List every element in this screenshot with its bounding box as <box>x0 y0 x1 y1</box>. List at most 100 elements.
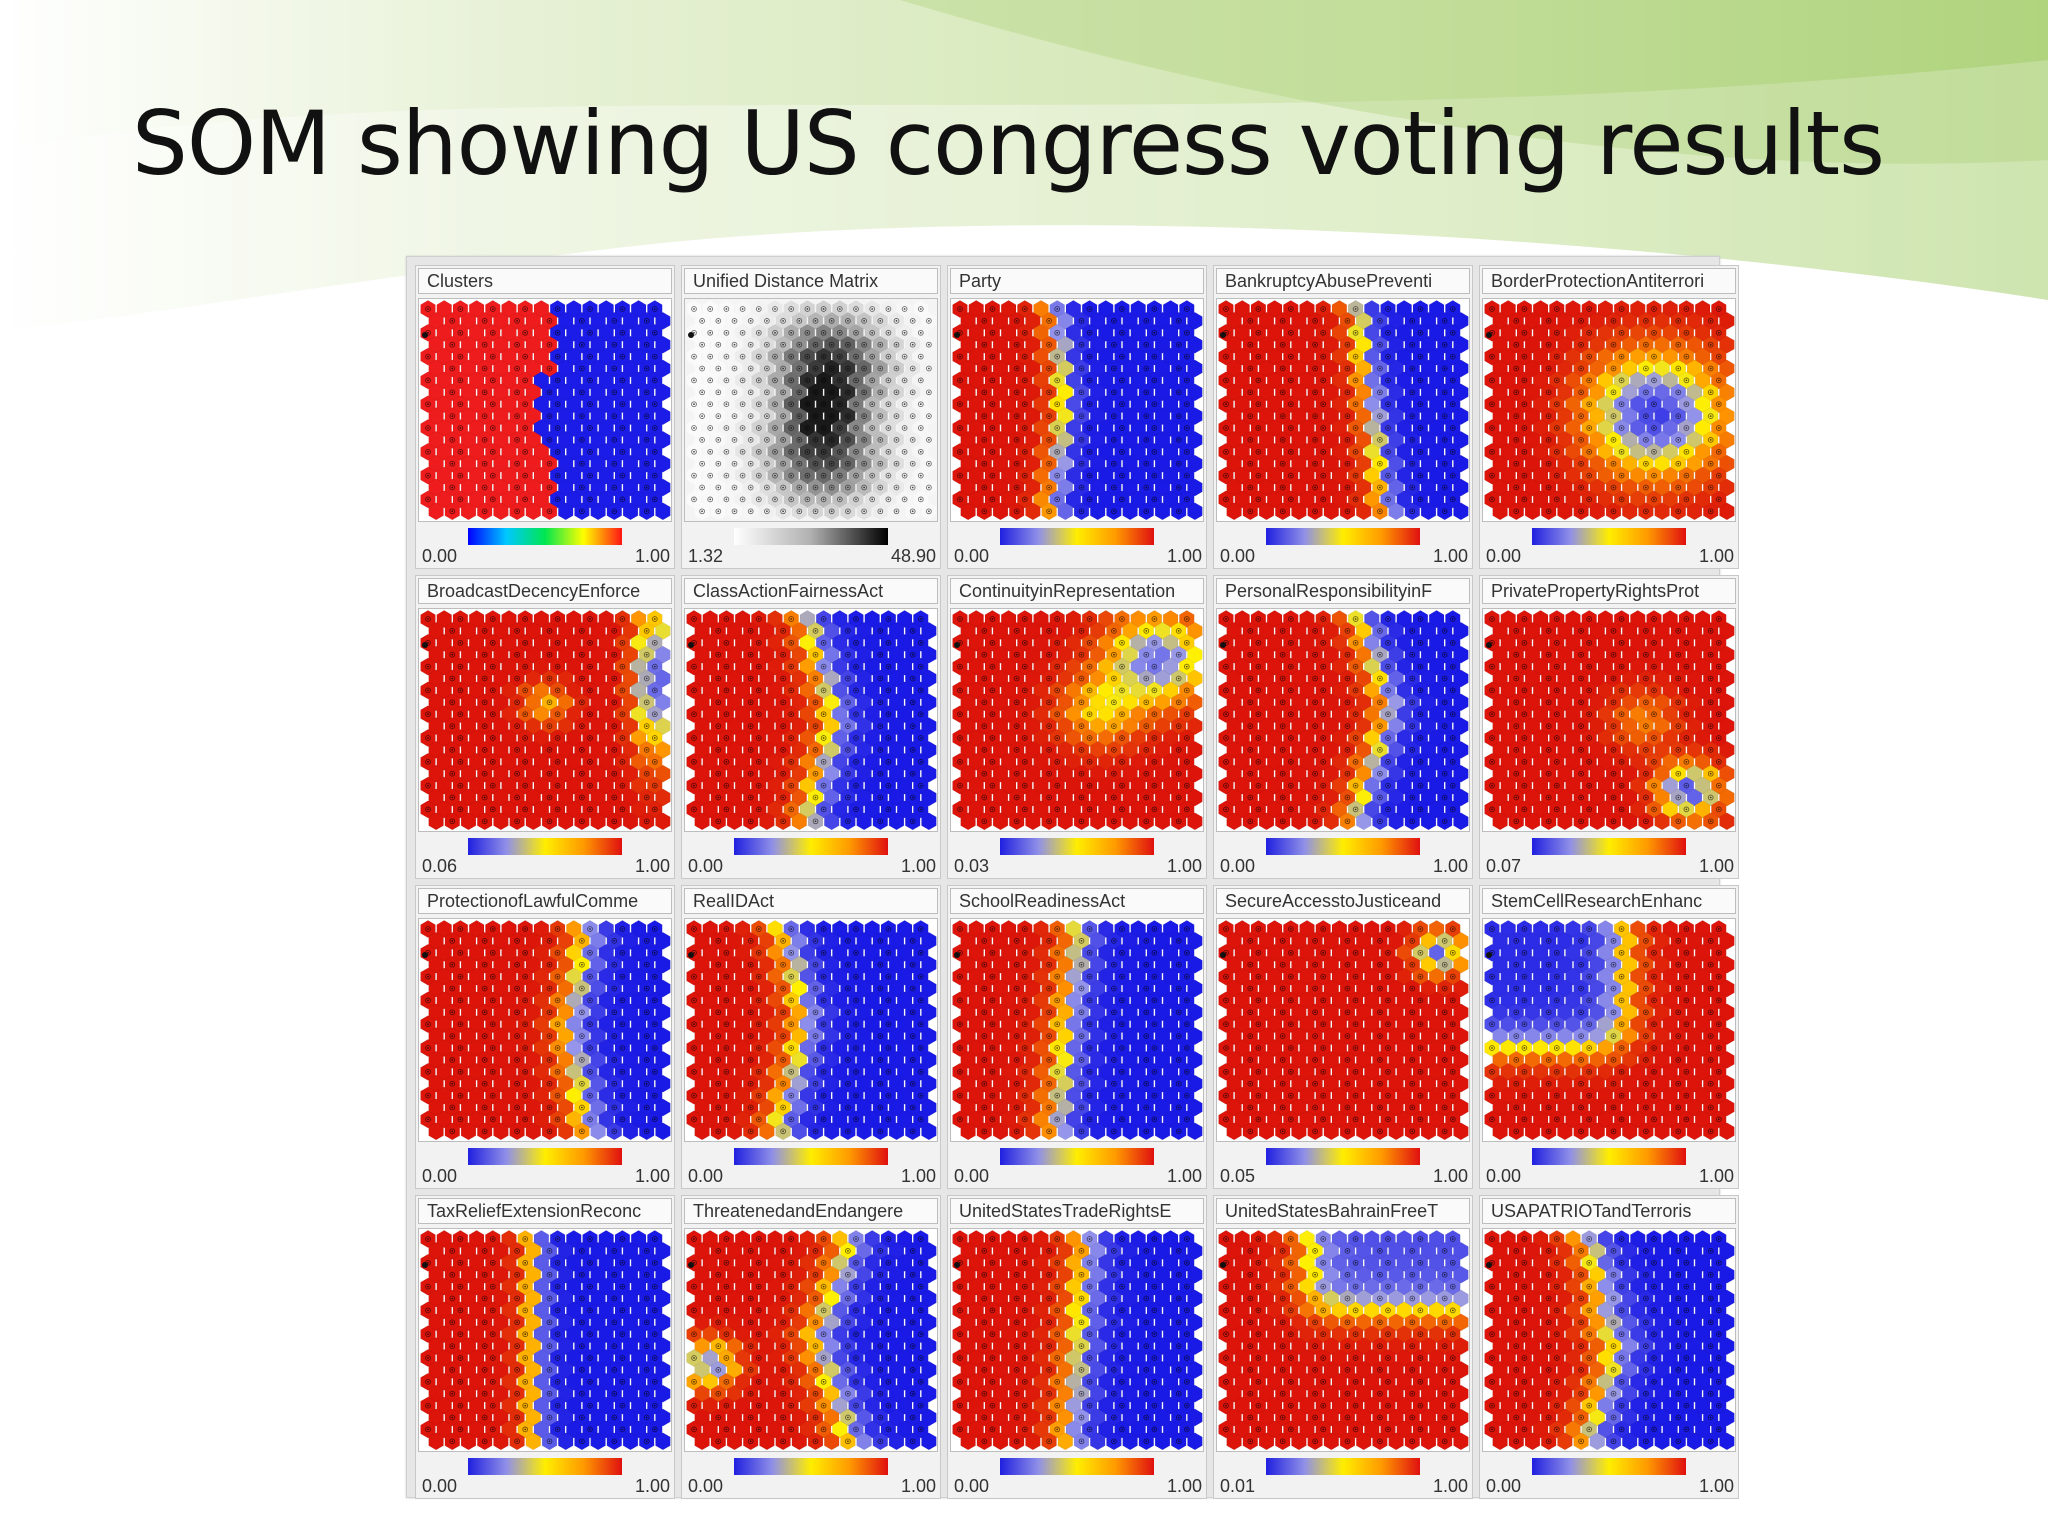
som-component-planes-figure: Clusters 0.00 1.00 Unified Distance Matrix 1… <box>406 256 1739 1499</box>
colorbar <box>1000 1458 1154 1475</box>
som-panel-title: BroadcastDecencyEnforce <box>418 578 672 604</box>
som-hex-map <box>418 1228 672 1452</box>
colorbar <box>1532 528 1686 545</box>
som-panel-title: PersonalResponsibilityinF <box>1216 578 1470 604</box>
colorbar-min-label: 0.05 <box>1220 1166 1256 1186</box>
som-panel-15: StemCellResearchEnhanc 0.00 1.00 <box>1479 885 1739 1189</box>
colorbar-min-label: 0.00 <box>688 1476 724 1496</box>
colorbar <box>734 838 888 855</box>
colorbar-max-label: 1.00 <box>1432 546 1468 566</box>
colorbar <box>1532 1458 1686 1475</box>
colorbar-max-label: 1.00 <box>634 1166 670 1186</box>
som-panel-10: PrivatePropertyRightsProt 0.07 1.00 <box>1479 575 1739 879</box>
som-hex-map <box>1216 608 1470 832</box>
som-panel-title: PrivatePropertyRightsProt <box>1482 578 1736 604</box>
som-hex-map <box>1216 918 1470 1142</box>
colorbar-max-label: 1.00 <box>900 1476 936 1496</box>
som-hex-map <box>950 608 1204 832</box>
som-hex-map <box>418 918 672 1142</box>
colorbar-min-label: 0.00 <box>1220 546 1256 566</box>
som-hex-map <box>1482 608 1736 832</box>
som-hex-map <box>684 608 938 832</box>
som-hex-map <box>950 918 1204 1142</box>
colorbar-max-label: 1.00 <box>900 1166 936 1186</box>
colorbar-min-label: 0.01 <box>1220 1476 1256 1496</box>
colorbar-max-label: 1.00 <box>634 546 670 566</box>
som-panel-3: Party 0.00 1.00 <box>947 265 1207 569</box>
colorbar-max-label: 1.00 <box>1698 856 1734 876</box>
colorbar <box>468 1148 622 1165</box>
colorbar-min-label: 0.00 <box>1486 1476 1522 1496</box>
som-hex-map <box>684 1228 938 1452</box>
som-hex-map <box>684 918 938 1142</box>
som-panel-title: BankruptcyAbusePreventi <box>1216 268 1470 294</box>
colorbar-max-label: 1.00 <box>1432 1166 1468 1186</box>
colorbar-min-label: 0.00 <box>688 1166 724 1186</box>
colorbar-max-label: 1.00 <box>1698 546 1734 566</box>
colorbar-min-label: 0.03 <box>954 856 990 876</box>
som-panel-title: RealIDAct <box>684 888 938 914</box>
som-panel-4: BankruptcyAbusePreventi 0.00 1.00 <box>1213 265 1473 569</box>
som-hex-map <box>1482 298 1736 522</box>
som-panel-title: TaxReliefExtensionReconc <box>418 1198 672 1224</box>
colorbar-max-label: 1.00 <box>1698 1166 1734 1186</box>
colorbar-min-label: 0.00 <box>1486 546 1522 566</box>
som-panel-title: Party <box>950 268 1204 294</box>
som-hex-map <box>1482 1228 1736 1452</box>
som-panel-12: RealIDAct 0.00 1.00 <box>681 885 941 1189</box>
colorbar-max-label: 1.00 <box>1698 1476 1734 1496</box>
colorbar-max-label: 1.00 <box>1432 856 1468 876</box>
som-panel-title: StemCellResearchEnhanc <box>1482 888 1736 914</box>
colorbar-max-label: 1.00 <box>634 1476 670 1496</box>
colorbar-min-label: 0.00 <box>422 1166 458 1186</box>
som-hex-map <box>684 298 938 522</box>
som-hex-map <box>1216 298 1470 522</box>
som-panel-9: PersonalResponsibilityinF 0.00 1.00 <box>1213 575 1473 879</box>
som-panel-14: SecureAccesstoJusticeand 0.05 1.00 <box>1213 885 1473 1189</box>
colorbar <box>1532 1148 1686 1165</box>
som-panel-18: UnitedStatesTradeRightsE 0.00 1.00 <box>947 1195 1207 1499</box>
colorbar-min-label: 0.00 <box>1486 1166 1522 1186</box>
colorbar <box>1266 528 1420 545</box>
som-panel-title: BorderProtectionAntiterrori <box>1482 268 1736 294</box>
colorbar <box>1266 1148 1420 1165</box>
colorbar <box>1000 838 1154 855</box>
colorbar-min-label: 0.00 <box>954 1476 990 1496</box>
som-panel-17: ThreatenedandEndangere 0.00 1.00 <box>681 1195 941 1499</box>
colorbar <box>734 1458 888 1475</box>
colorbar-min-label: 0.00 <box>954 1166 990 1186</box>
colorbar-max-label: 1.00 <box>634 856 670 876</box>
colorbar-min-label: 1.32 <box>688 546 724 566</box>
colorbar-min-label: 0.00 <box>1220 856 1256 876</box>
colorbar <box>1532 838 1686 855</box>
som-panel-title: UnitedStatesTradeRightsE <box>950 1198 1204 1224</box>
colorbar <box>468 1458 622 1475</box>
som-panel-13: SchoolReadinessAct 0.00 1.00 <box>947 885 1207 1189</box>
som-hex-map <box>418 298 672 522</box>
som-panel-title: ProtectionofLawfulComme <box>418 888 672 914</box>
colorbar-max-label: 1.00 <box>1166 856 1202 876</box>
colorbar-max-label: 1.00 <box>1166 546 1202 566</box>
slide-title: SOM showing US congress voting results <box>132 92 1885 195</box>
colorbar-min-label: 0.00 <box>688 856 724 876</box>
som-panel-title: Unified Distance Matrix <box>684 268 938 294</box>
som-hex-map <box>950 1228 1204 1452</box>
som-panel-title: USAPATRIOTandTerroris <box>1482 1198 1736 1224</box>
som-panel-2: Unified Distance Matrix 1.32 48.90 <box>681 265 941 569</box>
som-panel-title: SecureAccesstoJusticeand <box>1216 888 1470 914</box>
colorbar-max-label: 1.00 <box>1166 1166 1202 1186</box>
som-panel-title: UnitedStatesBahrainFreeT <box>1216 1198 1470 1224</box>
colorbar <box>468 528 622 545</box>
som-hex-map <box>950 298 1204 522</box>
som-panel-5: BorderProtectionAntiterrori 0.00 1.00 <box>1479 265 1739 569</box>
colorbar-min-label: 0.00 <box>422 546 458 566</box>
som-panel-title: SchoolReadinessAct <box>950 888 1204 914</box>
colorbar <box>1000 1148 1154 1165</box>
som-panel-19: UnitedStatesBahrainFreeT 0.01 1.00 <box>1213 1195 1473 1499</box>
colorbar-max-label: 1.00 <box>1166 1476 1202 1496</box>
som-panel-8: ContinuityinRepresentation 0.03 1.00 <box>947 575 1207 879</box>
som-panel-title: Clusters <box>418 268 672 294</box>
som-hex-map <box>1482 918 1736 1142</box>
colorbar <box>734 528 888 545</box>
